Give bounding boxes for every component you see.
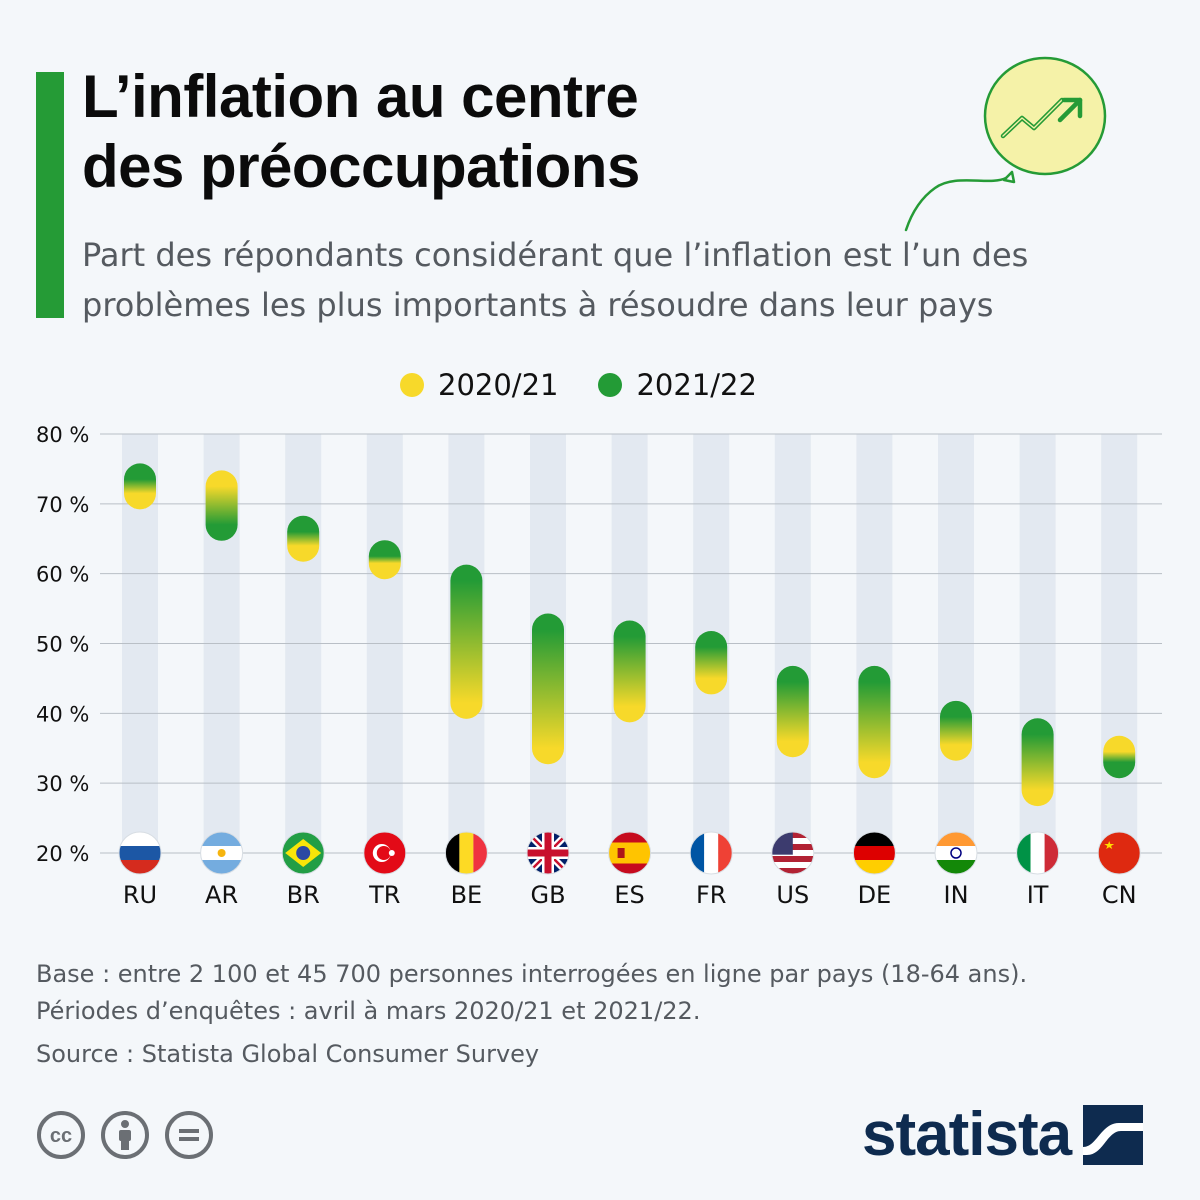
flag-outline [1016,831,1060,875]
capsule-it [1021,718,1054,807]
svg-text:cc: cc [50,1125,72,1147]
x-tick-label-ru: RU [123,881,157,909]
russia-flag-icon [119,832,161,874]
capsule-in [940,700,972,761]
uk-flag-icon [527,832,569,874]
capsule-ar [205,470,238,541]
x-tick-label-br: BR [287,881,320,909]
statista-brand[interactable]: statista [862,1100,1144,1170]
flag-outline [118,831,162,875]
footnote-base: Base : entre 2 100 et 45 700 personnes i… [36,960,1028,988]
capsule-fr [695,630,728,695]
india-flag-icon [935,832,977,874]
capsule-gb [532,613,564,765]
legend: 2020/21 2021/22 [400,365,757,405]
y-tick-label: 20 % [36,842,89,866]
germany-flag-icon [853,832,896,874]
x-tick-label-gb: GB [530,881,565,909]
chart-subtitle: Part des répondants considérant que l’in… [82,230,1172,330]
capsule-cn [1103,735,1136,779]
flag-outline [363,831,407,875]
subtitle-line-1: Part des répondants considérant que l’in… [82,236,1029,274]
subtitle-line-2: problèmes les plus importants à résoudre… [82,286,994,324]
capsule-br [287,515,320,562]
capsule-es [613,620,646,723]
legend-label-2020: 2020/21 [438,368,559,402]
flag-outline [771,831,815,875]
y-tick-label: 30 % [36,772,89,796]
x-tick-label-it: IT [1027,881,1049,909]
flag-outline [608,831,652,875]
brazil-flag-icon [282,832,325,874]
footer: Base : entre 2 100 et 45 700 personnes i… [36,956,1027,1073]
france-flag-icon [690,832,733,874]
chart-title: L’inflation au centre des préoccupations [82,62,640,202]
legend-label-2021: 2021/22 [636,368,757,402]
capsule-us [776,665,809,758]
license-icons: cc [36,1110,214,1160]
title-line-1: L’inflation au centre [82,63,639,130]
source-note: Source : Statista Global Consumer Survey [36,1040,540,1068]
x-tick-label-fr: FR [696,881,726,909]
capsule-ru [124,463,156,510]
dumbbell-chart: 20 % 30 % 40 % 50 % 60 % 70 % 80 % RU AR BR TR BE GB… [36,423,1162,909]
y-tick-label: 50 % [36,633,89,657]
y-tick-label: 70 % [36,493,89,517]
flag-outline [1097,831,1141,875]
creative-commons-icon[interactable]: cc [36,1110,86,1160]
x-tick-label-ar: AR [205,881,238,909]
spain-flag-icon [608,832,651,874]
capsule-de [858,665,891,779]
statista-logo-mark-icon [1083,1105,1144,1165]
capsule-tr [368,540,401,580]
no-derivatives-icon[interactable] [164,1110,214,1160]
belgium-flag-icon [445,832,488,874]
legend-swatch-2020 [400,373,424,397]
y-tick-label: 80 % [36,423,89,447]
y-tick-label: 40 % [36,702,89,726]
capsule-be [450,564,483,719]
legend-item-2021: 2021/22 [598,368,757,402]
footnote-periods: Périodes d’enquêtes : avril à mars 2020/… [36,997,701,1025]
italy-flag-icon [1016,832,1059,874]
flag-outline [444,831,488,875]
flag-outline [281,831,325,875]
flag-outline [200,831,244,875]
legend-swatch-2021 [598,373,623,397]
x-tick-label-us: US [776,881,809,909]
flag-outline [934,831,978,875]
brand-name: statista [862,1100,1072,1169]
x-tick-label-de: DE [858,881,892,909]
china-flag-icon [1098,832,1141,874]
x-tick-label-in: IN [943,881,968,909]
flag-outline [852,831,896,875]
flag-outline [526,831,570,875]
x-tick-label-es: ES [614,881,644,909]
x-tick-label-cn: CN [1102,881,1137,909]
balloon-trend-icon [904,56,1107,232]
x-tick-label-tr: TR [368,881,400,909]
turkey-flag-icon [363,832,406,874]
x-tick-label-be: BE [451,881,483,909]
argentina-flag-icon [200,832,243,874]
legend-item-2020: 2020/21 [400,368,558,402]
accent-bar [36,72,64,318]
attribution-person-icon[interactable] [100,1110,150,1160]
title-line-2: des préoccupations [82,133,640,200]
y-tick-label: 60 % [36,563,89,587]
flag-outline [689,831,733,875]
